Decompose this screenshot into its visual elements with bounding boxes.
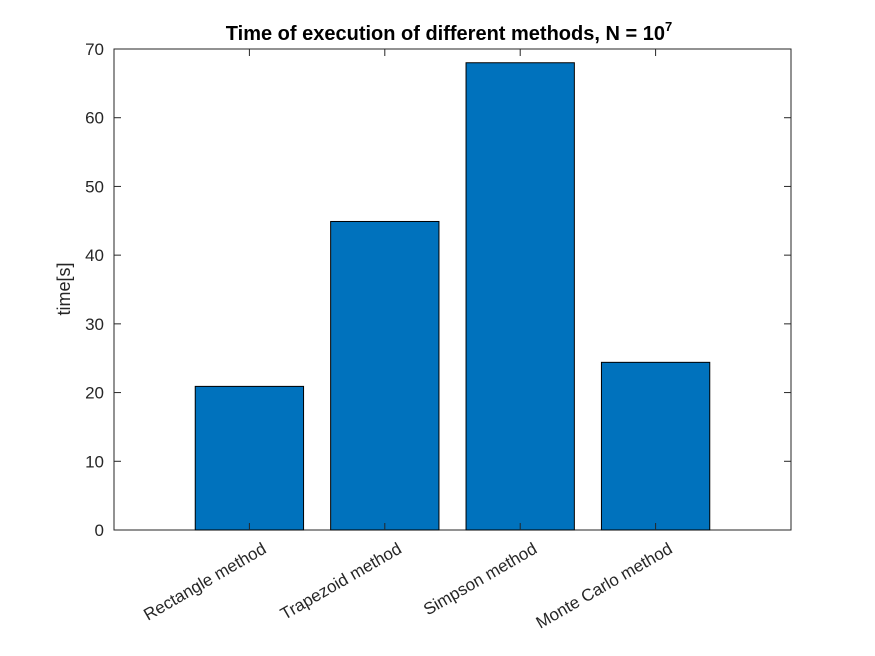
bar-monte-carlo-method	[600, 361, 711, 531]
y-tick-label: 30	[85, 315, 104, 334]
bar-simpson-method	[465, 62, 575, 531]
bar-trapezoid-method	[330, 220, 440, 531]
bars-group	[194, 62, 711, 531]
y-tick-label: 10	[85, 452, 104, 471]
y-axis-label: time[s]	[54, 262, 74, 315]
y-tick-label: 60	[85, 109, 104, 128]
y-tick-label: 40	[85, 246, 104, 265]
y-tick-label: 70	[85, 40, 104, 59]
y-tick-label: 50	[85, 177, 104, 196]
y-axis: 0 10 20 30 40 50 60 70	[85, 40, 791, 540]
y-tick-label: 20	[85, 384, 104, 403]
bar-rectangle-method	[194, 385, 305, 531]
chart-title: Time of execution of different methods, …	[226, 19, 672, 45]
y-tick-label: 0	[95, 521, 104, 540]
title-superscript: 7	[665, 19, 672, 34]
